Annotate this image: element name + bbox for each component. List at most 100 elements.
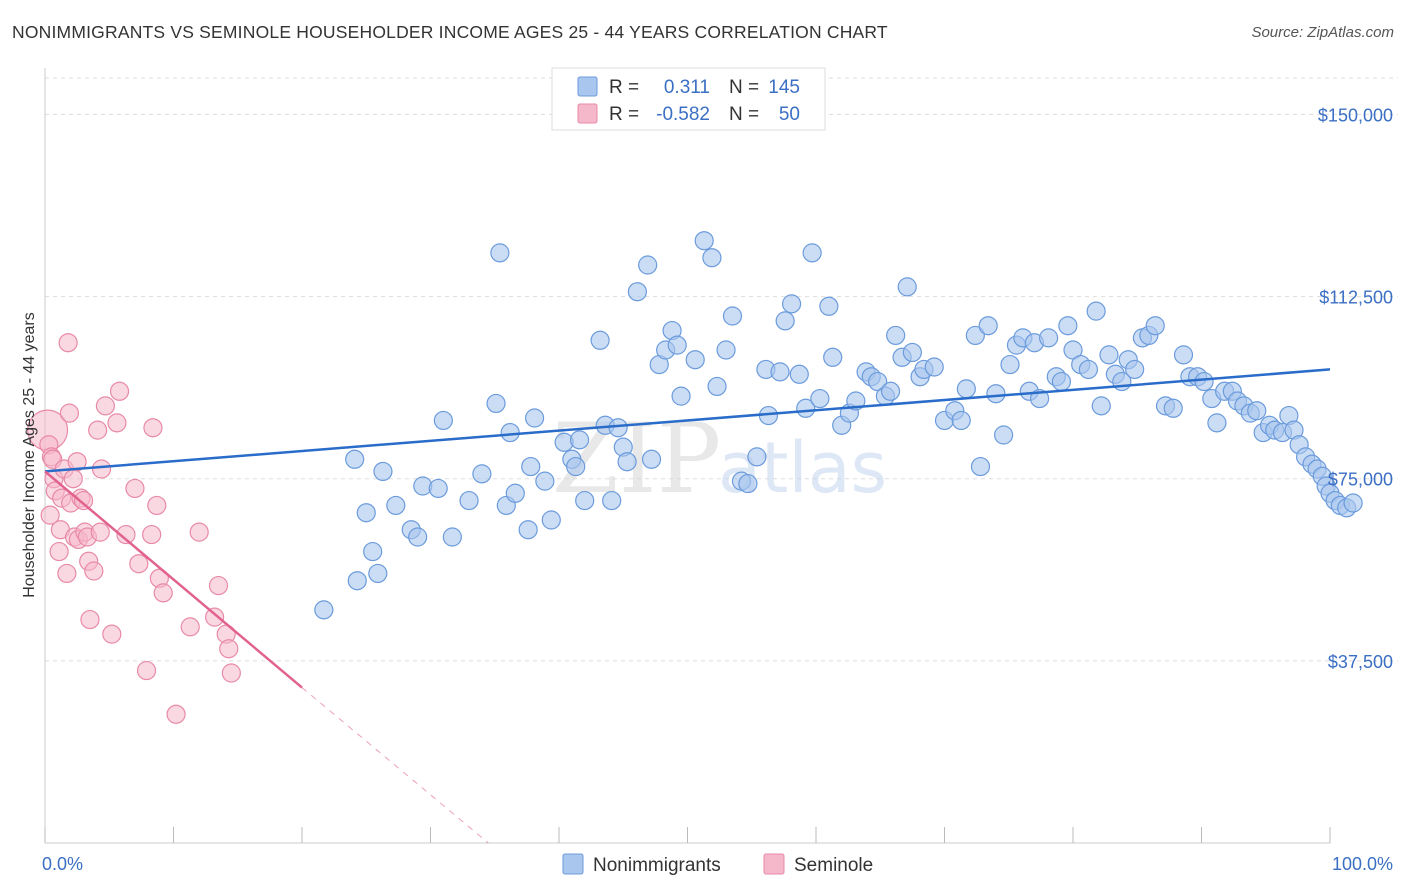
nonimmigrants-point-64 bbox=[823, 347, 843, 367]
x-tick-labels: 0.0% 100.0% bbox=[42, 854, 1393, 874]
nonimmigrants-point-98 bbox=[1058, 316, 1078, 336]
seminole-point-47 bbox=[219, 639, 239, 659]
seminole-point-10 bbox=[57, 563, 77, 584]
seminole-point-33 bbox=[125, 478, 145, 499]
seminole-point-28 bbox=[95, 396, 115, 416]
seminole-point-34 bbox=[129, 554, 149, 574]
legend-r-label-2: R = bbox=[609, 104, 639, 125]
nonimmigrants-point-49 bbox=[716, 340, 736, 360]
nonimmigrants-point-87 bbox=[986, 384, 1006, 404]
y-tick-labels: $37,500 $75,000 $112,500 $150,000 bbox=[1318, 105, 1393, 671]
nonimmigrants-point-101 bbox=[1078, 359, 1099, 380]
nonimmigrants-point-48 bbox=[707, 376, 727, 397]
nonimmigrants-point-125 bbox=[1247, 401, 1267, 421]
nonimmigrants-point-75 bbox=[897, 277, 917, 297]
nonimmigrants-point-11 bbox=[428, 478, 448, 499]
legend-r-value-2: -0.582 bbox=[656, 104, 710, 125]
seminole-point-19 bbox=[73, 490, 94, 511]
nonimmigrants-point-95 bbox=[1038, 328, 1059, 348]
seminole-points bbox=[26, 333, 241, 724]
y-tick-label-3: $150,000 bbox=[1318, 105, 1393, 125]
seminole-point-23 bbox=[80, 609, 100, 630]
nonimmigrants-point-108 bbox=[1125, 359, 1145, 380]
seminole-point-35 bbox=[136, 660, 157, 681]
nonimmigrants-point-104 bbox=[1099, 345, 1119, 365]
seminole-point-24 bbox=[84, 561, 104, 581]
nonimmigrants-point-14 bbox=[459, 490, 479, 511]
nonimmigrants-point-142 bbox=[1343, 493, 1363, 513]
seminole-point-42 bbox=[180, 617, 200, 637]
seminole-point-25 bbox=[88, 420, 108, 440]
y-tick-label-2: $112,500 bbox=[1319, 288, 1393, 308]
seminole-point-40 bbox=[153, 583, 173, 603]
nonimmigrants-point-60 bbox=[796, 398, 816, 418]
nonimmigrants-point-53 bbox=[747, 447, 767, 467]
nonimmigrants-point-19 bbox=[500, 422, 520, 443]
seminole-point-16 bbox=[67, 452, 87, 472]
legend-n-value-1: 145 bbox=[768, 77, 800, 98]
bottom-legend-seminole: Seminole bbox=[794, 855, 873, 876]
seminole-point-6 bbox=[49, 541, 69, 562]
seminole-point-38 bbox=[147, 495, 167, 516]
nonimmigrants-point-17 bbox=[490, 243, 510, 263]
nonimmigrants-point-84 bbox=[965, 325, 985, 346]
nonimmigrants-point-23 bbox=[524, 408, 545, 428]
nonimmigrants-point-76 bbox=[902, 342, 922, 363]
y-tick-label-1: $75,000 bbox=[1328, 470, 1393, 490]
x-tick-label-1: 100.0% bbox=[1332, 854, 1393, 874]
nonimmigrants-point-56 bbox=[770, 362, 790, 382]
nonimmigrants-point-36 bbox=[617, 452, 637, 472]
seminole-point-14 bbox=[63, 469, 83, 489]
seminole-point-32 bbox=[116, 524, 136, 545]
seminole-point-49 bbox=[40, 505, 60, 525]
nonimmigrants-point-15 bbox=[472, 464, 492, 484]
nonimmigrants-point-58 bbox=[781, 294, 802, 314]
nonimmigrants-point-5 bbox=[373, 461, 393, 482]
nonimmigrants-point-22 bbox=[521, 456, 541, 477]
nonimmigrants-point-33 bbox=[602, 490, 622, 511]
nonimmigrants-point-111 bbox=[1145, 316, 1165, 336]
nonimmigrants-point-7 bbox=[386, 495, 406, 516]
nonimmigrants-point-79 bbox=[924, 357, 944, 377]
correlation-legend: R = 0.311 N = 145 R = -0.582 N = 50 bbox=[551, 67, 826, 131]
legend-box bbox=[551, 67, 826, 131]
nonimmigrants-point-28 bbox=[566, 456, 586, 477]
nonimmigrants-point-88 bbox=[994, 425, 1014, 445]
nonimmigrants-point-61 bbox=[802, 243, 822, 263]
chart-title: NONIMMIGRANTS VS SEMINOLE HOUSEHOLDER IN… bbox=[12, 22, 888, 42]
x-tick-label-0: 0.0% bbox=[42, 854, 83, 874]
seminole-trend-line bbox=[44, 470, 303, 689]
nonimmigrants-point-21 bbox=[518, 520, 538, 540]
nonimmigrants-point-46 bbox=[694, 231, 714, 251]
nonimmigrants-point-119 bbox=[1207, 413, 1227, 433]
nonimmigrants-point-20 bbox=[505, 483, 525, 503]
nonimmigrants-point-2 bbox=[363, 541, 383, 562]
series-legend: Nonimmigrants Seminole bbox=[562, 853, 873, 876]
legend-r-label-1: R = bbox=[609, 77, 639, 98]
nonimmigrants-point-73 bbox=[886, 325, 906, 346]
nonimmigrants-point-16 bbox=[486, 393, 506, 414]
nonimmigrants-point-59 bbox=[789, 364, 809, 384]
nonimmigrants-point-1 bbox=[347, 571, 367, 591]
nonimmigrants-point-44 bbox=[671, 386, 691, 406]
nonimmigrants-point-0 bbox=[314, 600, 334, 620]
seminole-point-45 bbox=[208, 575, 229, 596]
watermark-atlas: atlas bbox=[718, 427, 887, 509]
trend-lines bbox=[44, 368, 1331, 844]
seminole-point-27 bbox=[91, 459, 112, 479]
nonimmigrants-point-39 bbox=[638, 255, 658, 275]
nonimmigrants-point-29 bbox=[569, 430, 590, 450]
legend-n-value-2: 50 bbox=[779, 104, 800, 125]
bottom-legend-swatch-seminole bbox=[763, 853, 785, 875]
nonimmigrants-point-62 bbox=[810, 388, 830, 409]
y-tick-label-0: $37,500 bbox=[1328, 652, 1393, 672]
nonimmigrants-point-57 bbox=[775, 311, 795, 331]
nonimmigrants-point-12 bbox=[433, 410, 453, 431]
nonimmigrants-trend-line bbox=[44, 368, 1331, 473]
nonimmigrants-point-113 bbox=[1163, 398, 1183, 418]
nonimmigrants-point-72 bbox=[880, 381, 901, 401]
nonimmigrants-point-114 bbox=[1173, 345, 1194, 365]
nonimmigrants-point-83 bbox=[956, 379, 976, 399]
nonimmigrants-point-30 bbox=[575, 490, 595, 511]
